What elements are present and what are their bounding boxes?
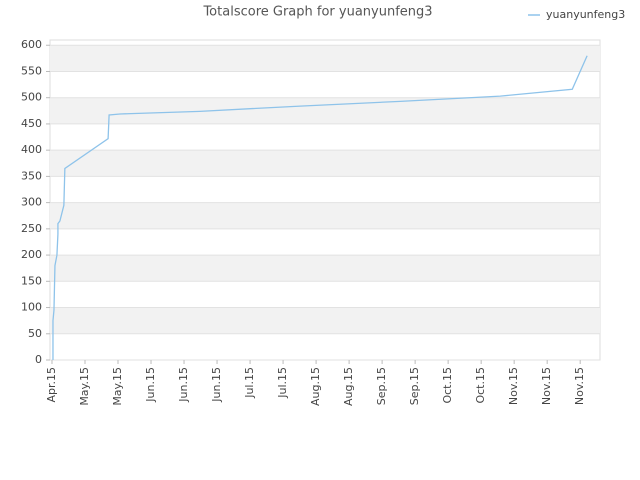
x-tick-label: Sep.15 xyxy=(408,367,421,405)
y-tick-label: 350 xyxy=(21,169,42,182)
y-tick-label: 100 xyxy=(21,301,42,314)
y-tick-label: 500 xyxy=(21,91,42,104)
x-tick-label: Jul.15 xyxy=(243,367,256,399)
grid-band xyxy=(50,255,600,282)
x-tick-label: Sep.15 xyxy=(375,367,388,405)
x-tick-label: Oct.15 xyxy=(441,367,454,404)
x-tick-label: Jun.15 xyxy=(177,367,190,403)
y-tick-label: 400 xyxy=(21,143,42,156)
y-tick-label: 600 xyxy=(21,38,42,51)
plot-background xyxy=(49,39,601,361)
x-tick-label: Aug.15 xyxy=(342,367,355,406)
y-tick-label: 300 xyxy=(21,196,42,209)
y-tick-label: 250 xyxy=(21,222,42,235)
legend-label: yuanyunfeng3 xyxy=(546,8,625,21)
y-tick-label: 450 xyxy=(21,117,42,130)
y-tick-label: 50 xyxy=(28,327,42,340)
grid-band xyxy=(50,202,600,229)
x-tick-label: Jul.15 xyxy=(276,367,289,399)
x-tick-label: Nov.15 xyxy=(573,367,586,405)
grid-band xyxy=(50,97,600,124)
grid-band xyxy=(50,45,600,72)
y-tick-label: 0 xyxy=(35,353,42,366)
x-tick-label: Oct.15 xyxy=(474,367,487,404)
x-tick-label: Nov.15 xyxy=(507,367,520,405)
x-tick-label: Jun.15 xyxy=(144,367,157,403)
data-line xyxy=(52,55,588,360)
y-tick-label: 550 xyxy=(21,64,42,77)
y-tick-label: 200 xyxy=(21,248,42,261)
y-tick-label: 150 xyxy=(21,274,42,287)
chart-title: Totalscore Graph for yuanyunfeng3 xyxy=(202,5,432,20)
x-tick-label: Nov.15 xyxy=(540,367,553,405)
x-tick-label: May.15 xyxy=(111,367,124,406)
grid-band xyxy=(50,307,600,334)
x-tick-label: May.15 xyxy=(78,367,91,406)
grid-band xyxy=(50,150,600,177)
x-tick-label: Apr.15 xyxy=(45,367,58,403)
x-tick-label: Jun.15 xyxy=(210,367,223,403)
x-tick-label: Aug.15 xyxy=(309,367,322,406)
